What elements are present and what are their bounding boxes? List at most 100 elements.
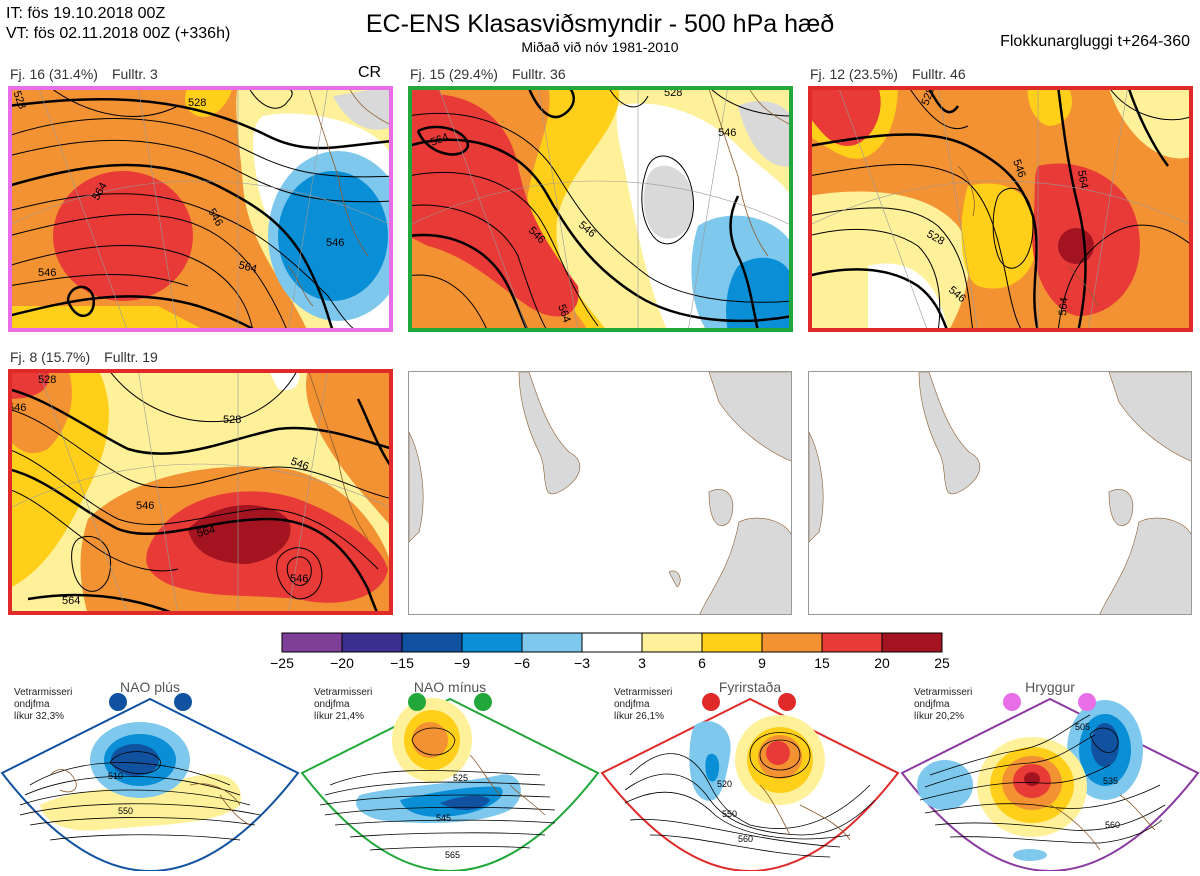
colorbar-tick-label: −20 (330, 655, 354, 671)
contour-label: 528 (223, 414, 241, 426)
regime-season: Vetrarmisseri (14, 687, 73, 698)
panel-3-label: Fj. 12 (23.5%) Fulltr. 46 (810, 66, 966, 82)
header-info: IT: fös 19.10.2018 00Z VT: fös 02.11.201… (6, 4, 230, 44)
regime-probability: líkur 20,2% (914, 711, 965, 722)
colorbar-tick-label: −15 (390, 655, 414, 671)
contour-label: 564 (196, 524, 217, 540)
panel-4-members: Fulltr. 19 (104, 349, 158, 365)
panel-1-members: Fulltr. 3 (111, 66, 158, 82)
contour-label: 505 (1075, 722, 1090, 732)
regime-ridge-graphic: 505 535 560 (900, 693, 1200, 873)
colorbar-cell (701, 632, 763, 653)
regime-name: Hryggur (1025, 679, 1075, 695)
panel-2-members: Fulltr. 36 (511, 66, 566, 82)
contour-label: 546 (136, 500, 154, 512)
colorbar-cell (761, 632, 823, 653)
regime-months: ondjfma (614, 699, 650, 710)
contour-label: 564 (1057, 297, 1071, 316)
contour-label: 564 (429, 131, 450, 149)
contour-label: 546 (290, 573, 308, 585)
cluster-map-1-graphic: 528 546 564 546 564 528 546 (8, 86, 393, 332)
regime-months: ondjfma (314, 699, 350, 710)
colorbar-cell (821, 632, 883, 653)
contour-label: 546 (8, 402, 26, 414)
colorbar-tick-label: −25 (270, 655, 294, 671)
regime-probability: líkur 21,4% (314, 711, 365, 722)
contour-label: 520 (717, 779, 732, 789)
contour-label: 510 (108, 771, 123, 781)
classification-window: Flokkunargluggi t+264-360 (1000, 33, 1190, 50)
colorbar-cell (281, 632, 343, 653)
contour-label: 535 (1103, 776, 1118, 786)
initial-time: IT: fös 19.10.2018 00Z (6, 5, 166, 22)
regime-season: Vetrarmisseri (914, 687, 973, 698)
contour-label: 565 (445, 850, 460, 860)
colorbar-cell (521, 632, 583, 653)
contour-label: 525 (453, 773, 468, 783)
panel-4-cluster: Fj. 8 (15.7%) (10, 349, 91, 365)
contour-label: 546 (1010, 158, 1028, 179)
page-title: EC-ENS Klasasviðsmyndir - 500 hPa hæð (365, 10, 835, 38)
colorbar (281, 632, 943, 653)
panel-1-regime-tag: CR (358, 64, 382, 81)
regime-name: NAO mínus (413, 679, 487, 695)
contour-label: 546 (718, 127, 736, 139)
empty-map-5 (408, 371, 792, 615)
colorbar-cell (341, 632, 403, 653)
regime-season: Vetrarmisseri (614, 687, 673, 698)
regime-info: Vetrarmisseri ondjfma líkur 26,1% (614, 687, 672, 723)
regime-info: Vetrarmisseri ondjfma líkur 32,3% (14, 687, 72, 723)
contour-label: 564 (555, 303, 573, 324)
colorbar-tick-label: 3 (638, 655, 646, 671)
regime-name: NAO plús (120, 679, 180, 695)
empty-map-5-graphic (409, 372, 791, 614)
colorbar-cell (401, 632, 463, 653)
cluster-map-3: 528 546 564 528 546 564 (808, 86, 1193, 332)
regime-nao-minus: 525 545 565 NAO mínus Vetrarmisseri ondj… (300, 675, 600, 873)
cluster-map-2: 564 546 528 546 546 564 564 (408, 86, 793, 332)
panel-4-label: Fj. 8 (15.7%) Fulltr. 19 (10, 349, 158, 365)
regime-months: ondjfma (14, 699, 50, 710)
regime-season: Vetrarmisseri (314, 687, 373, 698)
contour-label: 528 (188, 97, 206, 109)
contour-label: 545 (436, 813, 451, 823)
regime-info: Vetrarmisseri ondjfma líkur 20,2% (914, 687, 972, 723)
colorbar-tick-label: −6 (514, 655, 530, 671)
cluster-map-2-frame (408, 86, 793, 332)
regime-ridge: 505 535 560 Hryggur Vetrarmisseri ondjfm… (900, 675, 1200, 873)
contour-label: 528 (920, 86, 938, 107)
colorbar-tick-label: 25 (934, 655, 950, 671)
contour-label: 564 (237, 259, 258, 275)
regime-name: Fyrirstaða (718, 679, 782, 695)
regime-blocking-graphic: 520 550 560 (600, 693, 900, 873)
contour-label: 528 (38, 374, 56, 386)
colorbar-tick-label: −3 (574, 655, 590, 671)
empty-map-6 (808, 371, 1192, 615)
colorbar-cell (641, 632, 703, 653)
contour-label: 560 (738, 834, 753, 844)
contour-label: 528 (10, 89, 28, 110)
contour-label: 560 (1105, 820, 1120, 830)
panel-1-label: Fj. 16 (31.4%) Fulltr. 3 (10, 66, 158, 82)
valid-time: VT: fös 02.11.2018 00Z (+336h) (6, 25, 231, 42)
regime-probability: líkur 32,3% (14, 711, 65, 722)
contour-label: 546 (38, 267, 56, 279)
regime-nao-minus-graphic: 525 545 565 (300, 693, 600, 873)
cluster-map-2-graphic: 564 546 528 546 546 564 564 (408, 86, 793, 332)
colorbar-tick-label: 20 (874, 655, 890, 671)
panel-2-cluster: Fj. 15 (29.4%) (410, 66, 498, 82)
regime-probability: líkur 26,1% (614, 711, 665, 722)
colorbar-cell (581, 632, 643, 653)
panel-3-members: Fulltr. 46 (911, 66, 966, 82)
contour-label: 564 (1075, 169, 1090, 189)
cluster-map-1-frame (8, 86, 393, 332)
cluster-map-3-graphic: 528 546 564 528 546 564 (808, 86, 1193, 332)
regime-nao-plus: 510 550 NAO plús Vetrarmisseri ondjfma l… (0, 675, 300, 873)
contour-label: 546 (289, 456, 310, 474)
contour-label: 550 (722, 809, 737, 819)
regime-info: Vetrarmisseri ondjfma líkur 21,4% (314, 687, 372, 723)
panel-3-cluster: Fj. 12 (23.5%) (810, 66, 898, 82)
panel-1-cluster: Fj. 16 (31.4%) (10, 66, 98, 82)
contour-label: 550 (118, 806, 133, 816)
empty-map-6-graphic (809, 372, 1191, 614)
